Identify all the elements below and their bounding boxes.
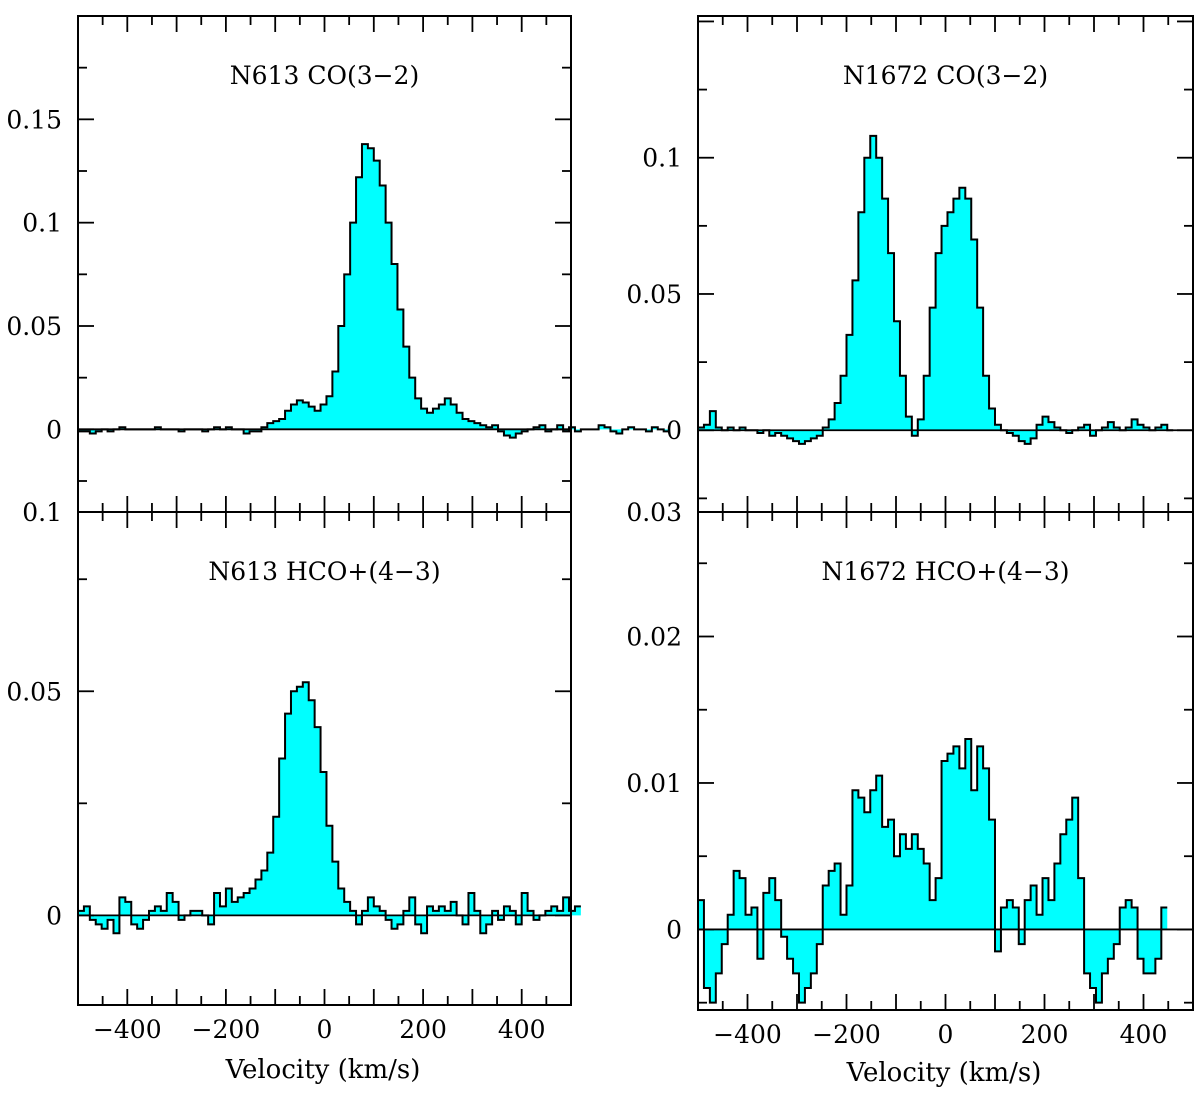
x-tick-label: 200 (1021, 1020, 1069, 1049)
y-tick-label: 0.05 (6, 312, 62, 341)
y-tick-label: 0.02 (626, 623, 682, 652)
y-tick-label: 0 (46, 415, 62, 444)
x-tick-label: 200 (399, 1015, 447, 1044)
y-tick-label: 0.05 (6, 677, 62, 706)
edge-tick-label: 0.03 (626, 498, 682, 527)
y-tick-label: 0.01 (626, 769, 682, 798)
panel-n613-hco43: 0 0.05 −400 −200 0 200 400 N613 HCO+(4−3) (6, 511, 581, 1044)
spectrum-outline (78, 681, 581, 935)
y-tick-label: 0 (666, 416, 682, 445)
panel-title: N613 CO(3−2) (230, 61, 419, 90)
x-tick-label: −400 (93, 1015, 162, 1044)
y-tick-label: 0 (46, 901, 62, 930)
y-tick-label: 0.05 (626, 280, 682, 309)
panel-n1672-hco43: 0 0.01 0.02 −400 −200 0 200 400 N1672 HCO+(4−3) (626, 511, 1194, 1049)
panel-n613-co32: 0 0.05 0.1 0.15 0.1 N613 CO(3−2) (6, 15, 670, 527)
x-tick-label: −400 (713, 1020, 782, 1049)
panel-title: N613 HCO+(4−3) (208, 557, 440, 586)
panel-frame (77, 15, 572, 513)
spectrum-outline (698, 134, 1174, 445)
spectrum-fill (78, 144, 670, 438)
edge-tick-label: 0.1 (22, 498, 62, 527)
spectrum-fill (698, 739, 1168, 1003)
x-axis-title-right: Velocity (km/s) (846, 1058, 1042, 1088)
x-tick-label: −200 (192, 1015, 261, 1044)
y-tick-label: 0.15 (6, 105, 62, 134)
x-axis-title-left: Velocity (km/s) (225, 1055, 421, 1085)
spectrum-outline (698, 738, 1168, 1004)
panel-n1672-co32: 0 0.05 0.1 0.03 N1672 CO(3−2) (626, 15, 1194, 527)
y-tick-label: 0.1 (22, 209, 62, 238)
spectrum-fill (78, 682, 581, 934)
x-tick-label: 400 (498, 1015, 546, 1044)
panel-title: N1672 CO(3−2) (843, 61, 1048, 90)
x-tick-label: 0 (317, 1015, 333, 1044)
x-tick-label: −200 (812, 1020, 881, 1049)
x-tick-label: 400 (1120, 1020, 1168, 1049)
y-tick-label: 0 (666, 915, 682, 944)
y-tick-label: 0.1 (642, 144, 682, 173)
panel-title: N1672 HCO+(4−3) (821, 557, 1069, 586)
x-tick-label: 0 (938, 1020, 954, 1049)
